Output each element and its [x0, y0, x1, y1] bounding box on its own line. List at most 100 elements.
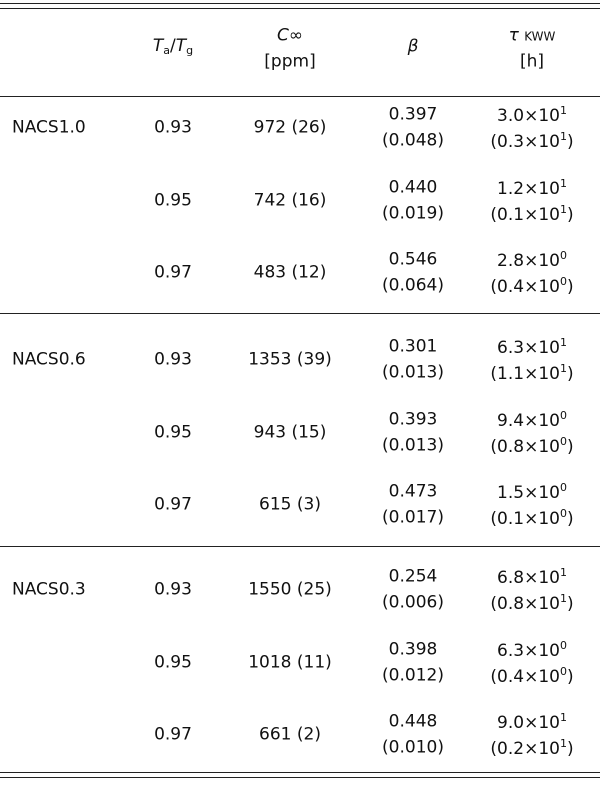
beta: 0.440	[388, 177, 438, 197]
tau-error: (0.8×101)	[490, 593, 573, 613]
header-conc: C∞	[277, 25, 304, 46]
paren: )	[566, 509, 574, 529]
paren: )	[566, 436, 574, 457]
beta: 0.301	[388, 336, 438, 357]
paren: )	[566, 277, 574, 297]
concentration: 943 (15)	[253, 422, 327, 442]
mantissa: (0.4×10	[490, 277, 560, 297]
rule	[0, 313, 600, 314]
rule	[0, 8, 600, 9]
header-unit: [ppm]	[264, 51, 316, 72]
beta-error: (0.013)	[382, 435, 444, 455]
exponent: 1	[559, 737, 567, 750]
mantissa: 1.2×10	[497, 178, 560, 199]
exponent: 1	[559, 592, 567, 605]
mantissa: 9.4×10	[497, 410, 560, 431]
mantissa: 6.3×10	[497, 640, 560, 661]
tau-error: (0.1×101)	[490, 204, 573, 224]
exponent: 1	[559, 566, 567, 579]
mantissa: (0.2×10	[490, 739, 560, 759]
tau-error: (0.4×100)	[490, 666, 573, 686]
beta-error: (0.006)	[382, 592, 444, 613]
paren: )	[566, 594, 574, 614]
tau-error: (1.1×101)	[490, 363, 573, 383]
beta: 0.397	[388, 104, 438, 125]
tau: 2.8×100	[497, 250, 567, 270]
tau: 3.0×101	[497, 105, 567, 125]
ratio: 0.93	[154, 579, 192, 600]
symbol: τ	[508, 25, 519, 46]
group-name: NACS0.6	[12, 349, 86, 370]
concentration: 1353 (39)	[248, 349, 332, 370]
tau-error: (0.1×100)	[490, 508, 573, 528]
exponent: 1	[559, 336, 567, 349]
exponent: 1	[559, 176, 567, 190]
rule	[0, 777, 600, 778]
symbol: β	[407, 36, 419, 57]
mantissa: 1.5×10	[497, 483, 560, 503]
beta-error: (0.017)	[382, 507, 444, 528]
concentration: 483 (12)	[253, 262, 327, 283]
tau: 1.5×100	[497, 482, 567, 502]
concentration: 1018 (11)	[248, 652, 332, 672]
beta-error: (0.019)	[382, 203, 444, 223]
concentration: 661 (2)	[259, 724, 321, 745]
beta: 0.473	[388, 481, 438, 502]
tau: 6.3×101	[497, 337, 567, 357]
mantissa: (1.1×10	[490, 364, 560, 384]
concentration: 1550 (25)	[248, 579, 332, 600]
mantissa: (0.8×10	[490, 436, 560, 457]
concentration: 742 (16)	[253, 190, 327, 210]
exponent: 1	[559, 130, 567, 143]
header-unit: [h]	[519, 51, 545, 72]
group-name: NACS0.3	[12, 579, 86, 600]
subscript: a	[163, 44, 171, 57]
tau: 6.8×101	[497, 567, 567, 587]
mantissa: (0.1×10	[490, 204, 560, 225]
ratio: 0.95	[154, 190, 192, 210]
mantissa: 3.0×10	[497, 106, 560, 126]
exponent: 0	[559, 275, 567, 288]
beta-error: (0.048)	[382, 130, 444, 151]
beta-error: (0.012)	[382, 665, 444, 685]
exponent: 0	[559, 664, 567, 678]
mantissa: 6.3×10	[497, 338, 560, 358]
paren: )	[566, 739, 574, 759]
rule	[0, 546, 600, 547]
tau: 6.3×100	[497, 640, 567, 660]
exponent: 1	[559, 202, 567, 216]
exponent: 0	[559, 249, 567, 262]
beta: 0.393	[388, 409, 438, 429]
mantissa: 2.8×10	[497, 251, 560, 271]
tau-error: (0.3×101)	[490, 131, 573, 151]
tau: 1.2×101	[497, 178, 567, 198]
exponent: 1	[559, 104, 567, 117]
beta-error: (0.010)	[382, 737, 444, 758]
paren: )	[566, 204, 574, 225]
slash: /	[170, 36, 176, 56]
symbol: ∞	[288, 25, 304, 46]
rule	[0, 772, 600, 773]
symbol: T	[175, 36, 187, 56]
mantissa: (0.4×10	[490, 666, 560, 687]
mantissa: 6.8×10	[497, 568, 560, 588]
tau-error: (0.4×100)	[490, 276, 573, 296]
exponent: 1	[559, 711, 567, 724]
mantissa: (0.3×10	[490, 132, 560, 152]
tau-error: (0.8×100)	[490, 436, 573, 456]
ratio: 0.93	[154, 349, 192, 370]
rule	[0, 3, 600, 4]
group-name: NACS1.0	[12, 117, 86, 138]
header-ratio: Ta/Tg	[153, 36, 194, 57]
subscript: KWW	[524, 29, 556, 44]
exponent: 0	[559, 434, 567, 448]
header-tau: τ KWW	[508, 25, 556, 46]
ratio: 0.97	[154, 494, 192, 515]
beta: 0.546	[388, 249, 438, 270]
exponent: 0	[559, 481, 567, 494]
concentration: 972 (26)	[253, 117, 327, 138]
ratio: 0.97	[154, 724, 192, 745]
paren: )	[566, 364, 574, 384]
subscript: g	[186, 44, 194, 57]
